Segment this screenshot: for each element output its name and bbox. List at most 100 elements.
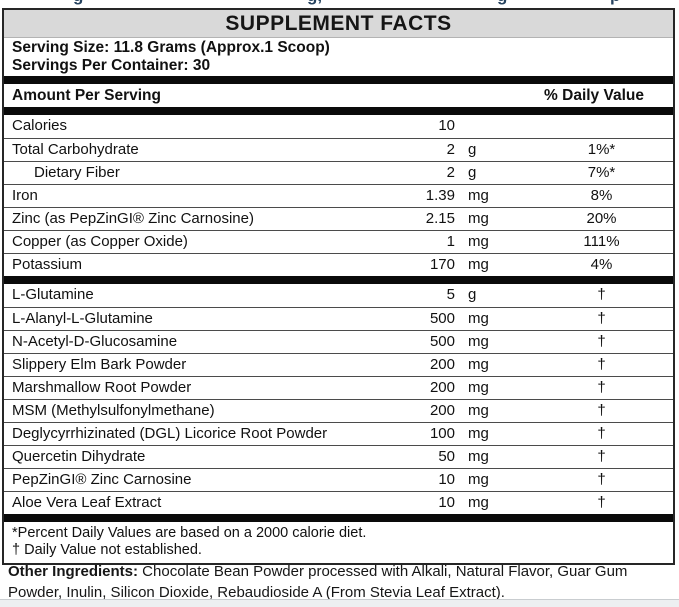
nutrient-name: PepZinGI® Zinc Carnosine [12,471,192,488]
daily-value-footnote: *Percent Daily Values are based on a 200… [12,525,367,541]
nutrient-unit: g [468,141,477,158]
table-row: L-Alanyl-L-Glutamine 500 mg † [4,307,673,330]
nutrient-amount: 2 [446,164,455,181]
table-row: Iron 1.39 mg 8% [4,184,673,207]
nutrient-dv: † [597,379,606,396]
other-ingredients: Other Ingredients: Chocolate Bean Powder… [8,562,670,603]
nutrient-amount: 2.15 [425,210,455,227]
nutrient-dv: † [597,356,606,373]
nutrient-name: Marshmallow Root Powder [12,379,192,396]
servings-per-container: Servings Per Container: 30 [12,57,211,74]
section-divider-bar [4,514,673,522]
nutrient-amount: 10 [438,471,455,488]
nutrient-name: MSM (Methylsulfonylmethane) [12,402,215,419]
nutrient-amount: 1 [446,233,455,250]
section-divider-bar [4,107,673,115]
nutrient-dv: † [597,310,606,327]
table-row: Total Carbohydrate 2 g 1%* [4,138,673,161]
other-ingredients-label: Other Ingredients: [8,563,139,580]
nutrient-dv: † [597,425,606,442]
cropped-top-text: g g, g p [0,0,679,8]
nutrient-rows-group-2: L-Glutamine 5 g † L-Alanyl-L-Glutamine 500 mg †… [4,284,673,514]
table-row: Zinc (as PepZinGI® Zinc Carnosine) 2.15 mg… [4,207,673,230]
nutrient-unit: mg [468,333,489,350]
table-row: Dietary Fiber 2 g 7%* [4,161,673,184]
nutrient-name: Deglycyrrhizinated (DGL) Licorice Root P… [12,425,328,442]
table-header-row: Amount Per Serving % Daily Value [4,84,673,107]
facts-panel: SUPPLEMENT FACTS Serving Size: 11.8 Gram… [2,8,675,565]
nutrient-amount: 170 [429,256,455,273]
cropped-text-fragment: p [610,0,620,6]
table-row: N-Acetyl-D-Glucosamine 500 mg † [4,330,673,353]
nutrient-amount: 500 [429,333,455,350]
nutrient-amount: 1.39 [425,187,455,204]
panel-title: SUPPLEMENT FACTS [4,10,673,38]
nutrient-unit: mg [468,471,489,488]
nutrient-dv: 111% [583,233,620,250]
nutrient-amount: 500 [429,310,455,327]
nutrient-dv: † [597,286,606,303]
nutrient-rows-group-1: Calories 10 Total Carbohydrate 2 g 1%* Dietary… [4,115,673,276]
section-divider-bar [4,276,673,284]
nutrient-dv: † [597,494,606,511]
nutrient-amount: 5 [446,286,455,303]
nutrient-amount: 100 [429,425,455,442]
nutrient-dv: † [597,402,606,419]
nutrient-amount: 2 [446,141,455,158]
nutrient-amount: 10 [438,494,455,511]
nutrient-name: N-Acetyl-D-Glucosamine [12,333,178,350]
table-row: Quercetin Dihydrate 50 mg † [4,445,673,468]
nutrient-amount: 200 [429,356,455,373]
other-ingredients-text: Chocolate Bean Powder processed with Alk… [8,563,628,601]
cropped-text-fragment: g, [307,0,322,6]
cropped-text-fragment: g [497,0,507,6]
nutrient-unit: mg [468,356,489,373]
nutrient-dv: † [597,333,606,350]
nutrient-unit: mg [468,402,489,419]
nutrient-dv: † [597,448,606,465]
nutrient-name: Copper (as Copper Oxide) [12,233,188,250]
nutrient-unit: mg [468,494,489,511]
table-row: Copper (as Copper Oxide) 1 mg 111% [4,230,673,253]
nutrient-name: L-Alanyl-L-Glutamine [12,310,153,327]
table-row: Deglycyrrhizinated (DGL) Licorice Root P… [4,422,673,445]
table-row: Potassium 170 mg 4% [4,253,673,276]
nutrient-unit: mg [468,425,489,442]
nutrient-name: Iron [12,187,38,204]
daily-value-header: % Daily Value [544,87,644,104]
nutrient-name: Quercetin Dihydrate [12,448,146,465]
nutrient-unit: mg [468,256,489,273]
nutrient-amount: 10 [438,117,455,134]
nutrient-name: Potassium [12,256,83,273]
nutrient-name: Calories [12,117,68,134]
nutrient-unit: mg [468,310,489,327]
nutrient-dv: 8% [590,187,613,204]
nutrient-name: Slippery Elm Bark Powder [12,356,187,373]
nutrient-name: L-Glutamine [12,286,94,303]
nutrient-dv: 4% [590,256,613,273]
nutrient-unit: mg [468,233,489,250]
nutrient-dv: 1%* [587,141,616,158]
serving-size: Serving Size: 11.8 Grams (Approx.1 Scoop… [12,39,330,56]
nutrient-name: Zinc (as PepZinGI® Zinc Carnosine) [12,210,254,227]
nutrient-unit: g [468,164,477,181]
nutrient-unit: mg [468,379,489,396]
bottom-background-strip [0,599,679,607]
nutrient-amount: 200 [429,402,455,419]
nutrient-name: Total Carbohydrate [12,141,139,158]
table-row: L-Glutamine 5 g † [4,284,673,307]
footnotes: *Percent Daily Values are based on a 200… [4,522,673,563]
amount-per-serving-header: Amount Per Serving [12,87,161,104]
table-row: Calories 10 [4,115,673,138]
table-row: PepZinGI® Zinc Carnosine 10 mg † [4,468,673,491]
nutrient-unit: g [468,286,477,303]
nutrient-dv: † [597,471,606,488]
nutrient-dv: 20% [586,210,617,227]
nutrient-name: Dietary Fiber [34,164,120,181]
nutrient-unit: mg [468,210,489,227]
nutrient-unit: mg [468,187,489,204]
serving-info: Serving Size: 11.8 Grams (Approx.1 Scoop… [4,38,673,76]
section-divider-bar [4,76,673,84]
table-row: Marshmallow Root Powder 200 mg † [4,376,673,399]
